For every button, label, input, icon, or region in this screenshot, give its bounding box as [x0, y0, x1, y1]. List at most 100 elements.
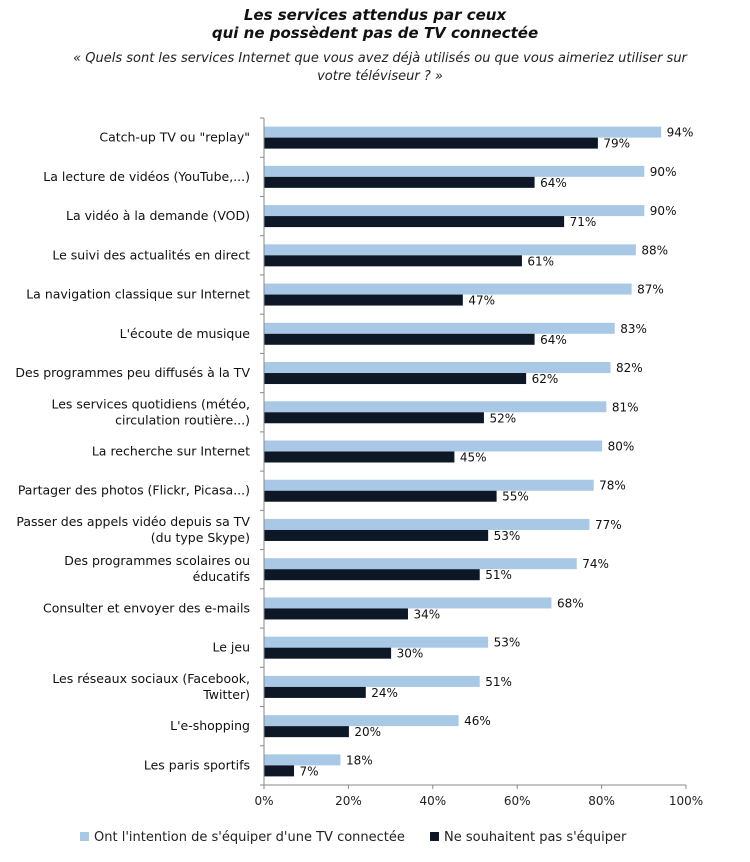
data-label-series-2: 55% [502, 490, 529, 504]
chart-subtitle: « Quels sont les services Internet que v… [73, 51, 687, 84]
data-label-series-1: 80% [608, 440, 635, 454]
legend-swatch-series-1 [80, 832, 89, 841]
category-label: Le suivi des actualités en direct [52, 247, 250, 262]
bar-series-1 [264, 558, 577, 570]
bar-series-1 [264, 126, 662, 138]
bar-series-2 [264, 294, 463, 306]
category-label: circulation routière...) [115, 412, 250, 427]
data-label-series-1: 51% [485, 675, 512, 689]
category-label: Passer des appels vidéo depuis sa TV [16, 514, 250, 529]
data-label-series-2: 64% [540, 333, 567, 347]
bar-series-1 [264, 636, 489, 648]
legend-label-series-2: Ne souhaitent pas s'équiper [444, 830, 627, 845]
data-label-series-2: 51% [485, 568, 512, 582]
data-label-series-2: 47% [468, 294, 495, 308]
data-label-series-1: 81% [612, 400, 639, 414]
category-label: Le jeu [213, 640, 251, 655]
chart-title-line-2: qui ne possèdent pas de TV connectée [211, 24, 539, 42]
category-label: éducatifs [193, 569, 250, 584]
bar-series-1 [264, 597, 552, 609]
legend-item-series-1: Ont l'intention de s'équiper d'une TV co… [80, 830, 405, 845]
x-tick-label: 20% [335, 794, 362, 808]
data-label-series-1: 90% [650, 165, 677, 179]
bar-series-1 [264, 479, 594, 491]
data-label-series-2: 79% [603, 137, 630, 151]
data-label-series-2: 64% [540, 176, 567, 190]
x-tick-label: 100% [669, 794, 703, 808]
category-label: Des programmes scolaires ou [64, 553, 250, 568]
data-label-series-1: 90% [650, 204, 677, 218]
category-label: Les réseaux sociaux (Facebook, [52, 671, 250, 686]
category-label: Les paris sportifs [144, 757, 250, 772]
category-label: La recherche sur Internet [92, 444, 250, 459]
data-label-series-2: 24% [371, 686, 398, 700]
bar-series-2 [264, 490, 497, 502]
bar-series-2 [264, 765, 295, 777]
category-label: (du type Skype) [151, 530, 250, 545]
data-label-series-2: 53% [494, 529, 521, 543]
chart-title-line-1: Les services attendus par ceux [243, 6, 507, 24]
legend-item-series-2: Ne souhaitent pas s'équiper [430, 830, 626, 845]
category-label: L'e-shopping [170, 718, 250, 733]
category-label: L'écoute de musique [120, 326, 251, 341]
bar-series-2 [264, 569, 480, 581]
data-label-series-2: 34% [413, 607, 440, 621]
x-tick-label: 80% [588, 794, 615, 808]
data-label-series-1: 68% [557, 596, 584, 610]
bar-series-2 [264, 137, 598, 149]
bar-series-1 [264, 244, 636, 256]
data-label-series-1: 46% [464, 714, 491, 728]
data-label-series-2: 52% [489, 411, 516, 425]
bar-series-2 [264, 216, 565, 228]
bar-series-2 [264, 333, 535, 345]
category-label: Consulter et envoyer des e-mails [43, 600, 250, 615]
bar-series-1 [264, 715, 459, 727]
data-label-series-1: 53% [494, 636, 521, 650]
data-label-series-1: 83% [620, 322, 647, 336]
category-label: La navigation classique sur Internet [26, 287, 250, 302]
bar-series-1 [264, 205, 645, 217]
bar-series-2 [264, 529, 489, 541]
bar-series-1 [264, 401, 607, 413]
bar-series-2 [264, 176, 535, 188]
bar-series-2 [264, 726, 349, 738]
data-label-series-1: 94% [667, 126, 694, 140]
bar-series-1 [264, 518, 590, 530]
data-label-series-2: 45% [460, 451, 487, 465]
data-label-series-1: 88% [641, 243, 668, 257]
bar-series-2 [264, 647, 392, 659]
legend-label-series-1: Ont l'intention de s'équiper d'une TV co… [94, 830, 405, 845]
data-label-series-1: 78% [599, 479, 626, 493]
bar-series-2 [264, 686, 366, 698]
bar-series-2 [264, 608, 408, 620]
data-label-series-1: 18% [346, 753, 373, 767]
bar-series-1 [264, 754, 341, 766]
data-label-series-2: 61% [527, 254, 554, 268]
bar-series-1 [264, 165, 645, 177]
x-tick-label: 40% [419, 794, 446, 808]
bar-series-2 [264, 451, 455, 463]
bar-series-1 [264, 362, 611, 374]
bar-series-2 [264, 373, 527, 385]
data-label-series-2: 30% [397, 647, 424, 661]
x-tick-label: 60% [504, 794, 531, 808]
data-label-series-2: 71% [570, 215, 597, 229]
data-label-series-2: 20% [354, 725, 381, 739]
category-label: Twitter) [202, 687, 250, 702]
category-label: Des programmes peu diffusés à la TV [15, 365, 250, 380]
data-label-series-1: 74% [582, 557, 609, 571]
data-label-series-1: 87% [637, 283, 664, 297]
category-label: Partager des photos (Flickr, Picasa...) [18, 483, 250, 498]
bar-series-2 [264, 255, 522, 267]
category-label: La vidéo à la demande (VOD) [66, 208, 250, 223]
category-label: La lecture de vidéos (YouTube,...) [43, 169, 250, 184]
data-label-series-1: 82% [616, 361, 643, 375]
data-label-series-1: 77% [595, 518, 622, 532]
bar-series-1 [264, 322, 615, 334]
data-label-series-2: 62% [532, 372, 559, 386]
category-label: Catch-up TV ou "replay" [99, 130, 250, 145]
legend-swatch-series-2 [430, 832, 439, 841]
bar-series-1 [264, 440, 603, 452]
category-label: Les services quotidiens (météo, [51, 396, 250, 411]
data-label-series-2: 7% [300, 764, 319, 778]
